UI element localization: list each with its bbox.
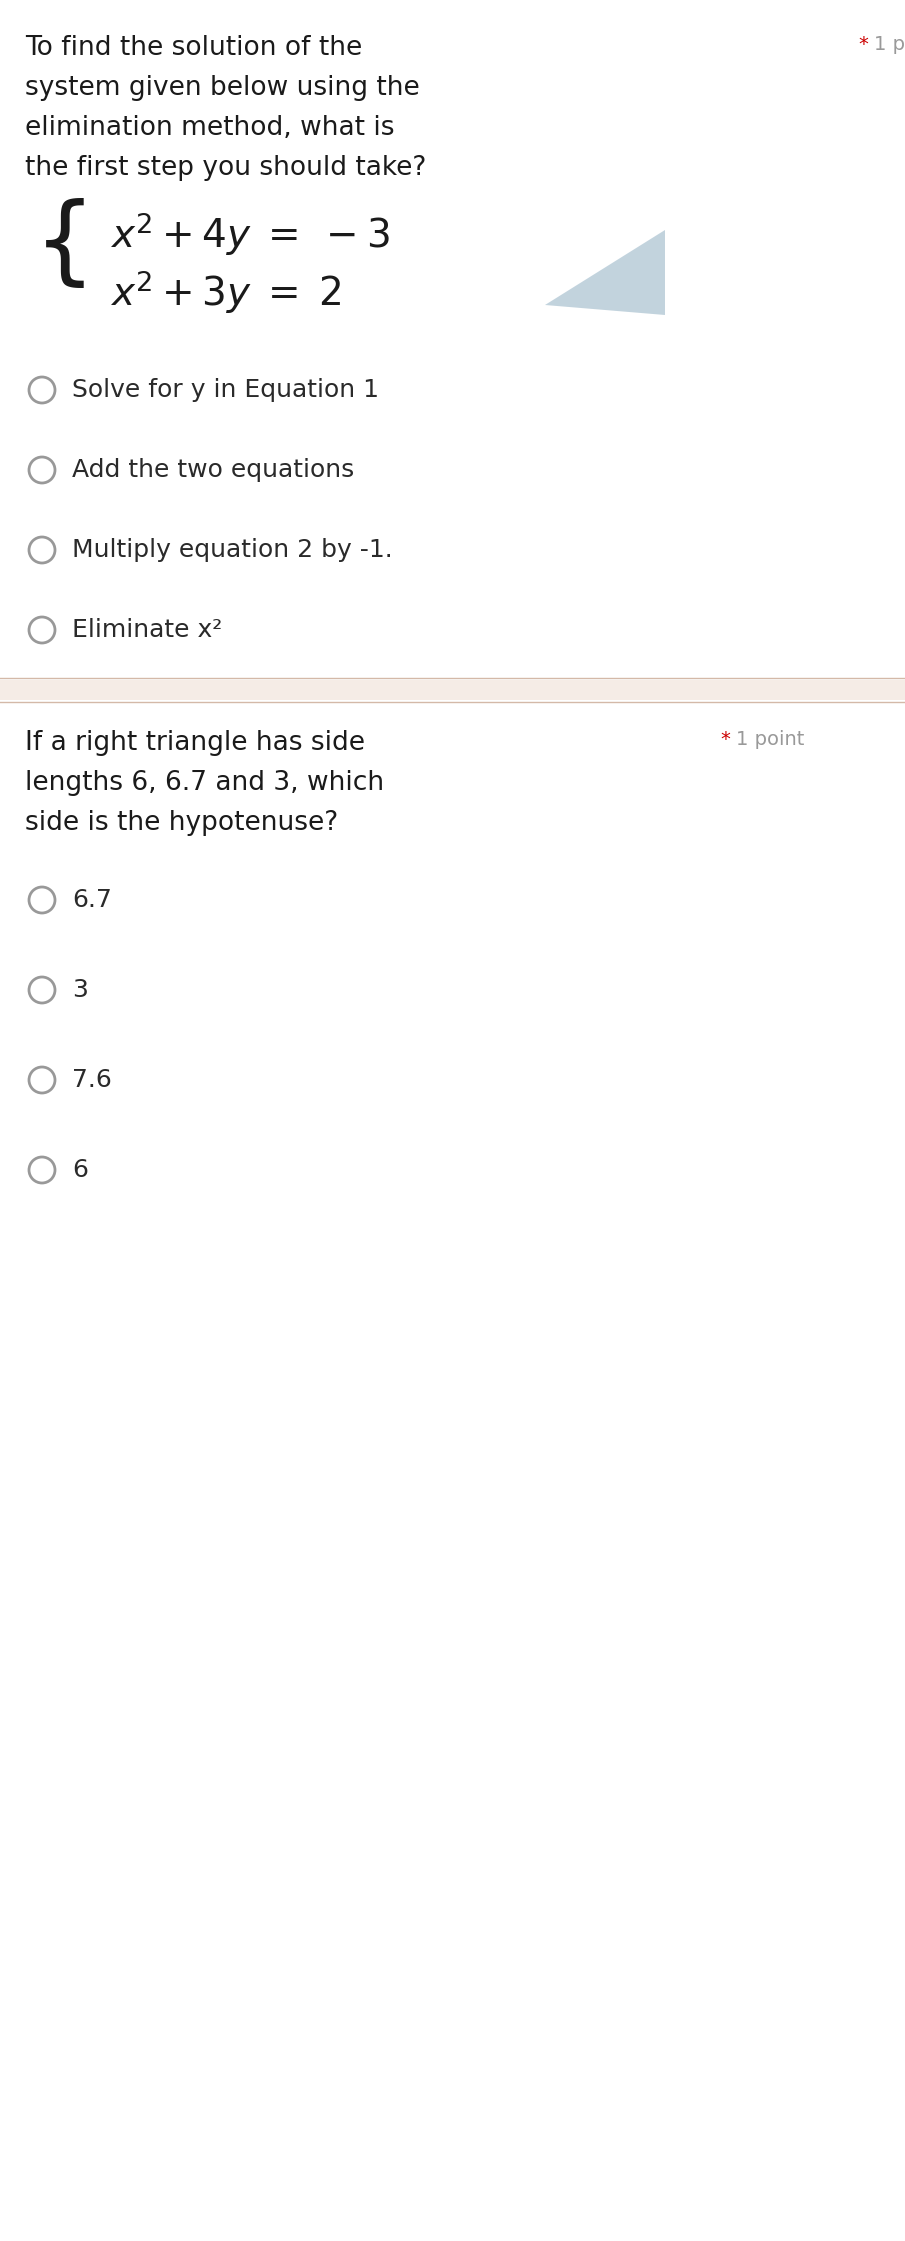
Text: 7.6: 7.6 <box>72 1069 112 1091</box>
Text: 1 point: 1 point <box>874 36 905 54</box>
Text: $x^2 + 3y\;=\;2$: $x^2 + 3y\;=\;2$ <box>110 269 341 316</box>
Polygon shape <box>545 231 665 316</box>
Text: elimination method, what is: elimination method, what is <box>25 114 395 141</box>
Bar <box>0 679 905 699</box>
Text: {: { <box>34 199 96 291</box>
Text: $x^2 + 4y\;=\;-3$: $x^2 + 4y\;=\;-3$ <box>110 211 390 258</box>
Text: *: * <box>720 731 729 748</box>
Text: lengths 6, 6.7 and 3, which: lengths 6, 6.7 and 3, which <box>25 771 384 796</box>
Text: 1 point: 1 point <box>736 731 805 748</box>
Text: 3: 3 <box>72 977 88 1002</box>
Text: Multiply equation 2 by -1.: Multiply equation 2 by -1. <box>72 538 393 562</box>
Text: side is the hypotenuse?: side is the hypotenuse? <box>25 809 338 836</box>
Text: Solve for y in Equation 1: Solve for y in Equation 1 <box>72 379 379 401</box>
Text: To find the solution of the: To find the solution of the <box>25 36 362 61</box>
Text: *: * <box>858 36 868 54</box>
Text: If a right triangle has side: If a right triangle has side <box>25 731 365 755</box>
Text: 6: 6 <box>72 1159 88 1181</box>
Text: Add the two equations: Add the two equations <box>72 457 354 482</box>
Text: the first step you should take?: the first step you should take? <box>25 155 426 182</box>
Text: 6.7: 6.7 <box>72 887 112 912</box>
Text: Eliminate x²: Eliminate x² <box>72 619 223 641</box>
Text: system given below using the: system given below using the <box>25 74 420 101</box>
